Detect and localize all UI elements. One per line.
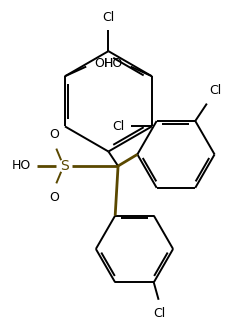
Text: Cl: Cl — [209, 84, 221, 97]
Text: Cl: Cl — [113, 120, 125, 133]
Text: O: O — [49, 191, 59, 204]
Text: HO: HO — [104, 57, 123, 70]
Text: O: O — [49, 128, 59, 141]
Text: Cl: Cl — [153, 307, 166, 320]
Text: HO: HO — [12, 159, 31, 172]
Text: Cl: Cl — [102, 11, 114, 24]
Text: OH: OH — [94, 57, 113, 70]
Text: S: S — [60, 159, 68, 173]
